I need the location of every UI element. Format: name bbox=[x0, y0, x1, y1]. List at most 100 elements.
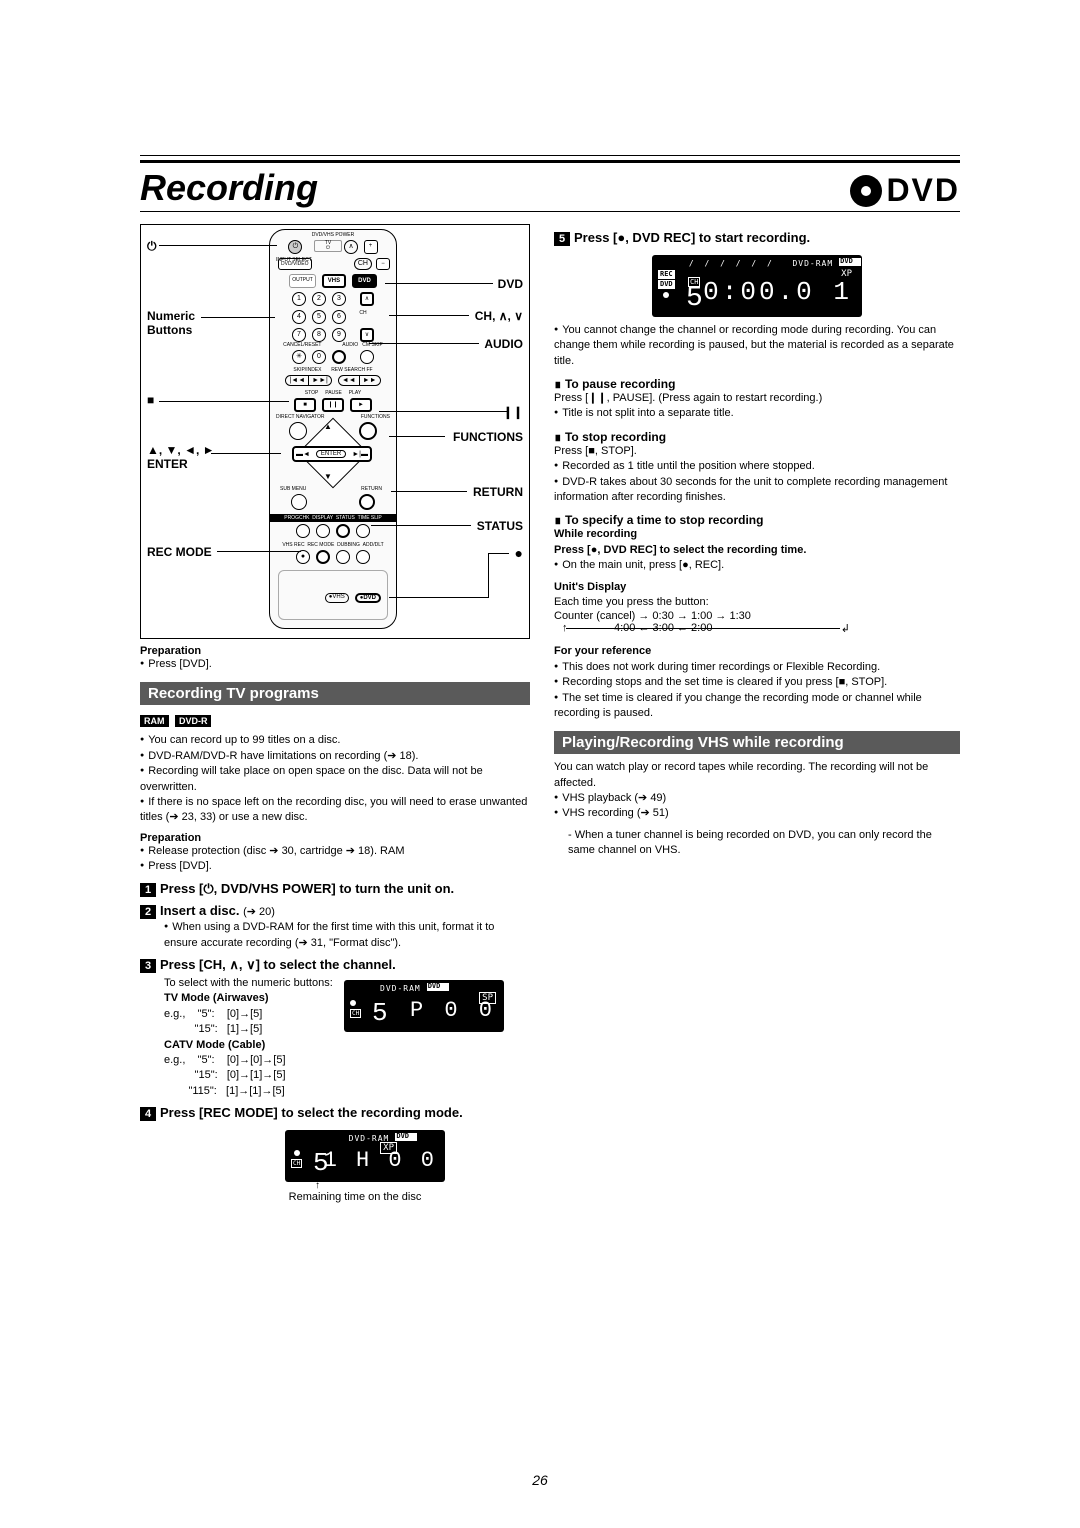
section-tv-programs: Recording TV programs bbox=[140, 682, 530, 705]
step3-text: Press [CH, ∧, ∨] to select the channel. bbox=[160, 957, 396, 972]
ref-h: For your reference bbox=[554, 644, 960, 659]
vhs-btn: VHS bbox=[322, 274, 346, 288]
lcd-xp-right: 1 H 0 0 bbox=[324, 1148, 437, 1173]
tv-label: TV⏻ bbox=[314, 240, 342, 252]
section-vhs: Playing/Recording VHS while recording bbox=[554, 731, 960, 754]
lcd-rec-ram: DVD-RAM bbox=[792, 259, 833, 268]
lcd-sp-chnum: 5 bbox=[372, 998, 390, 1028]
fn-lbl: FUNCTIONS bbox=[361, 414, 390, 420]
step2-note: When using a DVD-RAM for the first time … bbox=[164, 920, 530, 951]
lbl-arrows: ▲, ▼, ◄, ► bbox=[147, 443, 215, 457]
step5-text: Press [●, DVD REC] to start recording. bbox=[574, 230, 810, 245]
page-header: Recording DVD bbox=[140, 160, 960, 212]
lbl-dvd: DVD bbox=[498, 277, 523, 291]
power-button: ⏻ bbox=[288, 240, 302, 254]
counter-brackets: ↑ 4:00 ← 3:00 ← 2:00 ↲ bbox=[554, 622, 960, 636]
tv-prep1: Release protection (disc ➔ 30, cartridge… bbox=[140, 844, 530, 859]
disc-badges: RAM DVD-R bbox=[140, 711, 530, 729]
step4: 4Press [REC MODE] to select the recordin… bbox=[140, 1105, 530, 1122]
prog-lbl: PROGCHK DISPLAY STATUS TIME SLIP bbox=[270, 514, 396, 522]
remote-top-label: DVD/VHS POWER bbox=[270, 232, 396, 238]
tv-prep1-text: Release protection (disc ➔ 30, cartridge… bbox=[148, 845, 404, 857]
tv-prep: Preparation bbox=[140, 832, 530, 844]
remote-preparation: Preparation Press [DVD]. bbox=[140, 645, 530, 672]
lcd-sp: DVD-RAM SP CH 5 P 0 0 bbox=[344, 980, 504, 1032]
vhs-b2: VHS recording (➔ 51) bbox=[554, 806, 960, 821]
enter-bar: ▬◄ ENTER ►|▬ bbox=[292, 446, 372, 462]
rec-note: You cannot change the channel or recordi… bbox=[554, 323, 960, 369]
sub-lbl: SUB MENU bbox=[280, 486, 306, 492]
lbl-ch: CH, ∧, ∨ bbox=[475, 309, 523, 323]
step2: 2Insert a disc. (➔ 20) bbox=[140, 903, 530, 920]
stop-l2: Recorded as 1 title until the position w… bbox=[554, 459, 960, 474]
catv-ex3: "115": [1]→[1]→[5] bbox=[164, 1084, 334, 1099]
catv-ex2: "15": [0]→[1]→[5] bbox=[164, 1068, 334, 1083]
page-number: 26 bbox=[532, 1472, 548, 1488]
dvd-badge: DVD bbox=[850, 172, 960, 209]
vol-down: − bbox=[376, 258, 390, 270]
dvd-btn: DVD bbox=[352, 274, 377, 288]
vhs-intro: You can watch play or record tapes while… bbox=[554, 760, 960, 791]
disc-icon bbox=[850, 175, 882, 207]
lbl-functions: FUNCTIONS bbox=[453, 430, 523, 444]
step1-text: Press [⏻, DVD/VHS POWER] to turn the uni… bbox=[160, 881, 454, 896]
remote-body: DVD/VHS POWER ⏻ ∧ + TV⏻ DVD/VIDEO CH − I… bbox=[269, 229, 397, 629]
lbl-status: STATUS bbox=[477, 519, 523, 533]
ref1: This does not work during timer recordin… bbox=[554, 660, 960, 675]
lbl-stop: ■ bbox=[147, 393, 154, 407]
time-h: ∎ To specify a time to stop recording bbox=[554, 513, 960, 527]
tv-b1: You can record up to 99 titles on a disc… bbox=[140, 733, 530, 748]
page-title: Recording bbox=[140, 167, 318, 209]
ch-group: CH bbox=[354, 258, 372, 270]
catv-ex1: e.g., "5": [0]→[0]→[5] bbox=[164, 1053, 334, 1068]
step2-ref: (➔ 20) bbox=[243, 906, 275, 918]
tv-b4: If there is no space left on the recordi… bbox=[140, 795, 530, 826]
output-btn: OUTPUT bbox=[289, 274, 316, 288]
time-press: Press [●, DVD REC] to select the recordi… bbox=[554, 543, 960, 558]
unit-display: Unit's Display bbox=[554, 580, 960, 595]
ref3: The set time is cleared if you change th… bbox=[554, 691, 960, 722]
tv-mode: TV Mode (Airwaves) bbox=[164, 991, 334, 1006]
pause-l1: Press [❙❙, PAUSE]. (Press again to resta… bbox=[554, 391, 960, 406]
ret-lbl: RETURN bbox=[361, 486, 382, 492]
lcd-rec-dvd: DVD bbox=[658, 280, 675, 289]
step3: 3Press [CH, ∧, ∨] to select the channel. bbox=[140, 957, 530, 974]
step5: 5Press [●, DVD REC] to start recording. bbox=[554, 230, 960, 247]
unit-each: Each time you press the button: bbox=[554, 595, 960, 610]
ref2: Recording stops and the set time is clea… bbox=[554, 675, 960, 690]
badge-dvdr: DVD-R bbox=[175, 715, 212, 727]
lbl-pause: ❙❙ bbox=[503, 405, 523, 419]
catv-mode: CATV Mode (Cable) bbox=[164, 1038, 334, 1053]
tv-b2: DVD-RAM/DVD-R have limitations on record… bbox=[140, 749, 530, 764]
input-lbl: INPUT SELECT bbox=[276, 257, 312, 263]
remote-diagram: DVD/VHS POWER ⏻ ∧ + TV⏻ DVD/VIDEO CH − I… bbox=[140, 224, 530, 639]
pause-l2: Title is not split into a separate title… bbox=[554, 406, 960, 421]
stop-l3: DVD-R takes about 30 seconds for the uni… bbox=[554, 475, 960, 506]
stop-l1: Press [■, STOP]. bbox=[554, 444, 960, 459]
tv-ex1: e.g., "5": [0]→[5] bbox=[164, 1007, 334, 1022]
time-main: On the main unit, press [●, REC]. bbox=[554, 558, 960, 573]
spp-lbl: STOP PAUSE PLAY bbox=[270, 390, 396, 396]
lbl-numeric: Numeric Buttons bbox=[147, 309, 207, 338]
lbl-recmode: REC MODE bbox=[147, 545, 212, 559]
tv-prep2: Press [DVD]. bbox=[140, 859, 530, 874]
lcd-sp-ch: CH bbox=[350, 1009, 361, 1018]
lcd-sp-ram: DVD-RAM bbox=[380, 984, 421, 993]
badge-ram: RAM bbox=[140, 715, 169, 727]
vol-up: + bbox=[364, 240, 378, 254]
counter1: Counter (cancel) → 0:30 → 1:00 → 1:30 bbox=[554, 610, 960, 622]
lbl-rec: ● bbox=[515, 545, 523, 562]
lcd-sp-right: P 0 0 bbox=[410, 998, 496, 1023]
lcd-rec-right: 0:00.0 1 bbox=[703, 277, 852, 307]
lcd-rec: / / / / / / DVD-RAM REC DVD XP CH 5 0:00… bbox=[652, 255, 862, 317]
lbl-power: ⏻ bbox=[147, 239, 157, 253]
step2-text: Insert a disc. bbox=[160, 903, 239, 918]
tv-bullets: You can record up to 99 titles on a disc… bbox=[140, 733, 530, 825]
tv-b3: Recording will take place on open space … bbox=[140, 764, 530, 795]
stop-h: ∎ To stop recording bbox=[554, 430, 960, 444]
prep-label: Preparation bbox=[140, 645, 530, 657]
skip-lbl: SKIP/INDEX REW SEARCH FF bbox=[270, 367, 396, 373]
lbl-return: RETURN bbox=[473, 485, 523, 499]
tv-vol-group: ∧ bbox=[344, 240, 357, 254]
pause-h: ∎ To pause recording bbox=[554, 377, 960, 391]
